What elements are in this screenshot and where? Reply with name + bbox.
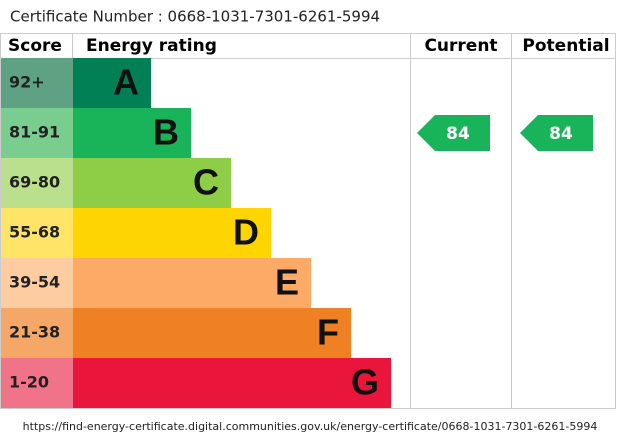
band-bar	[73, 108, 191, 158]
band-letter: B	[153, 112, 179, 153]
potential-value: 84	[549, 124, 573, 144]
band-bar	[73, 258, 311, 308]
band-bar	[73, 308, 351, 358]
score-cell	[1, 158, 73, 208]
band-letter: A	[113, 62, 139, 103]
potential-arrow	[520, 115, 593, 151]
band-score: 21-38	[9, 323, 60, 342]
header-score: Score	[8, 36, 62, 56]
certificate-number: Certificate Number : 0668-1031-7301-6261…	[10, 8, 380, 26]
score-cell	[1, 358, 73, 408]
header-rating: Energy rating	[86, 36, 217, 56]
score-cell	[1, 108, 73, 158]
band-score: 69-80	[9, 173, 60, 192]
header-current: Current	[424, 36, 497, 56]
band-bar	[73, 158, 231, 208]
band-letter: C	[193, 162, 219, 203]
band-score: 81-91	[9, 123, 60, 142]
frame	[0, 33, 616, 409]
url: https://find-energy-certificate.digital.…	[23, 420, 598, 433]
header-potential: Potential	[522, 36, 609, 56]
band-score: 55-68	[9, 223, 60, 242]
band-score: 92+	[9, 73, 45, 92]
band-bar	[73, 208, 271, 258]
score-cell	[1, 58, 73, 108]
current-value: 84	[446, 124, 470, 144]
score-cell	[1, 208, 73, 258]
band-bar	[73, 58, 151, 108]
band-letter: G	[351, 362, 379, 403]
score-cell	[1, 308, 73, 358]
score-cell	[1, 258, 73, 308]
band-letter: D	[233, 212, 259, 253]
current-arrow	[417, 115, 490, 151]
band-letter: E	[275, 262, 299, 303]
band-score: 39-54	[9, 273, 60, 292]
band-letter: F	[317, 312, 339, 353]
band-bar	[73, 358, 391, 408]
band-score: 1-20	[9, 373, 49, 392]
